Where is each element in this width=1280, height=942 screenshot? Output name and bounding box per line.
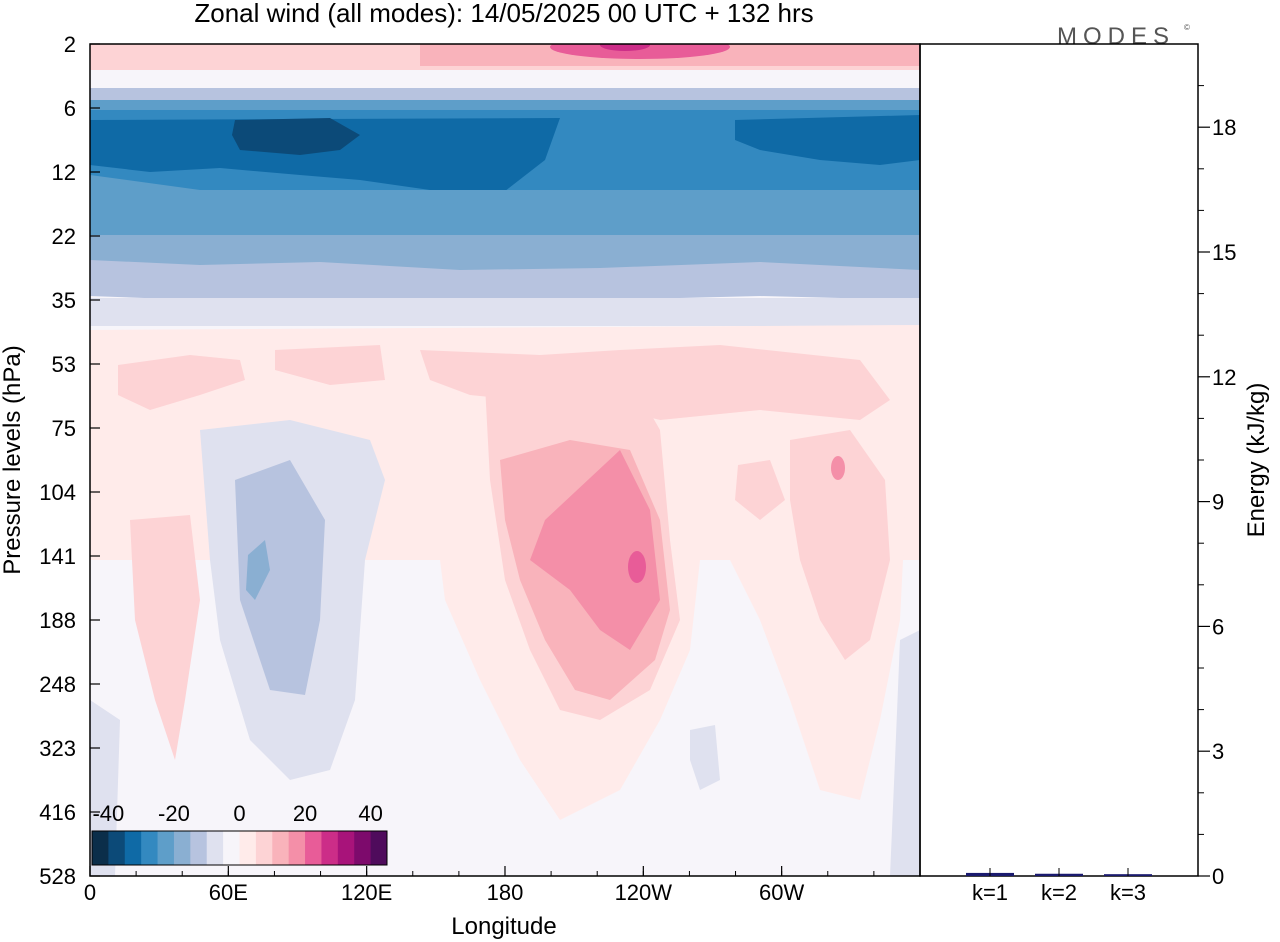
region-pink-column-east bbox=[130, 515, 200, 760]
y-tick-label: 35 bbox=[52, 288, 76, 313]
energy-category-label: k=1 bbox=[972, 880, 1008, 905]
band-upper-pale bbox=[90, 298, 920, 326]
x-tick-label: 60W bbox=[759, 880, 804, 905]
colorbar-swatch bbox=[288, 831, 306, 865]
y-tick-label: 104 bbox=[39, 480, 76, 505]
x-axis-label: Longitude bbox=[451, 913, 556, 940]
colorbar-tick-label: 40 bbox=[358, 801, 382, 826]
band-easterly-light bbox=[90, 100, 920, 110]
colorbar-swatch bbox=[173, 831, 191, 865]
y-axis-ticks: 2 6 12 22 35 53 75 104 141 188 248 323 416 528 bbox=[39, 32, 100, 889]
y-tick-label: 416 bbox=[39, 800, 76, 825]
x-axis-ticks: 0 60E 120E 180 120W 60W bbox=[84, 866, 921, 905]
x-tick-label: 120E bbox=[341, 880, 392, 905]
energy-category-label: k=3 bbox=[1110, 880, 1146, 905]
y-tick-label: 188 bbox=[39, 608, 76, 633]
region-lower-pale-mid bbox=[690, 725, 720, 790]
x-tick-label: 120W bbox=[615, 880, 673, 905]
heatmap-bands bbox=[90, 44, 920, 876]
y-tick-label: 248 bbox=[39, 672, 76, 697]
colorbar-swatch bbox=[337, 831, 355, 865]
modes-logo: MODES bbox=[1057, 23, 1175, 50]
energy-tick-label: 15 bbox=[1212, 240, 1236, 265]
colorbar-tick-label: -20 bbox=[158, 801, 190, 826]
colorbar-tick-label: 0 bbox=[233, 801, 245, 826]
colorbar-swatch bbox=[255, 831, 273, 865]
energy-tick-label: 6 bbox=[1212, 614, 1224, 639]
energy-tick-label: 3 bbox=[1212, 739, 1224, 764]
region-blue-column-core bbox=[246, 540, 270, 600]
colorbar-swatch bbox=[157, 831, 175, 865]
colorbar-frame bbox=[91, 830, 388, 866]
y-tick-label: 528 bbox=[39, 864, 76, 889]
colorbar-swatch bbox=[272, 831, 290, 865]
band-transition-lavender bbox=[90, 88, 920, 100]
band-easterly-strong-east bbox=[735, 115, 920, 165]
colorbar-tick-label: 20 bbox=[293, 801, 317, 826]
region-east-westerly-core bbox=[831, 456, 845, 480]
y-axis-label: Pressure levels (hPa) bbox=[0, 345, 26, 574]
colorbar-swatch bbox=[124, 831, 142, 865]
x-tick-label: 180 bbox=[487, 880, 524, 905]
y-tick-label: 53 bbox=[52, 352, 76, 377]
colorbar-swatch bbox=[190, 831, 208, 865]
y-tick-label: 141 bbox=[39, 544, 76, 569]
colorbar-swatch bbox=[108, 831, 126, 865]
energy-tick-label: 18 bbox=[1212, 115, 1236, 140]
logo-copyright-mark: © bbox=[1184, 23, 1190, 32]
region-east-pink-left bbox=[118, 355, 245, 410]
band-transition-light bbox=[90, 70, 920, 88]
region-blue-column bbox=[235, 460, 325, 695]
x-tick-label: 60E bbox=[209, 880, 248, 905]
region-westerly-max bbox=[628, 551, 646, 583]
y-tick-label: 6 bbox=[64, 96, 76, 121]
y-tick-label: 75 bbox=[52, 416, 76, 441]
colorbar-swatch bbox=[370, 831, 388, 865]
region-lower-pale-right bbox=[890, 630, 920, 876]
energy-tick-label: 9 bbox=[1212, 490, 1224, 515]
colorbar-swatch bbox=[223, 831, 240, 865]
energy-axis-label: Energy (kJ/kg) bbox=[1243, 383, 1270, 538]
energy-bar-chart: 0 3 6 9 12 15 18 k=1 k=2 k=3 bbox=[966, 85, 1236, 905]
colorbar-swatch bbox=[305, 831, 322, 865]
colorbar: -40 -20 0 20 40 bbox=[91, 801, 388, 866]
band-top-magenta-core bbox=[600, 44, 650, 51]
y-tick-label: 323 bbox=[39, 736, 76, 761]
energy-frame bbox=[919, 43, 1199, 877]
region-east-westerly-small bbox=[735, 460, 785, 520]
colorbar-tick-label: -40 bbox=[92, 801, 124, 826]
region-east-pink-mid bbox=[275, 345, 385, 385]
region-westerly-core bbox=[530, 450, 660, 650]
band-mid-blue-wavy bbox=[90, 175, 920, 250]
y-tick-label: 22 bbox=[52, 224, 76, 249]
x-tick-label: 0 bbox=[84, 880, 96, 905]
energy-tick-label: 0 bbox=[1212, 864, 1224, 889]
energy-tick-label: 12 bbox=[1212, 365, 1236, 390]
colorbar-swatch bbox=[92, 831, 109, 865]
heatmap-area bbox=[90, 44, 920, 876]
y-tick-label: 2 bbox=[64, 32, 76, 57]
band-easterly-strong bbox=[90, 118, 560, 195]
colorbar-swatch bbox=[239, 831, 257, 865]
y-tick-label: 12 bbox=[52, 160, 76, 185]
chart-title: Zonal wind (all modes): 14/05/2025 00 UT… bbox=[194, 0, 813, 28]
colorbar-swatch bbox=[141, 831, 159, 865]
band-easterly-core bbox=[232, 118, 360, 155]
colorbar-swatch bbox=[321, 831, 339, 865]
band-top-magenta bbox=[550, 44, 730, 59]
energy-category-label: k=2 bbox=[1041, 880, 1077, 905]
band-upper-lavender-wavy bbox=[90, 260, 920, 302]
colorbar-swatch bbox=[206, 831, 224, 865]
colorbar-swatch bbox=[354, 831, 372, 865]
region-east-westerly-mid bbox=[790, 430, 890, 660]
